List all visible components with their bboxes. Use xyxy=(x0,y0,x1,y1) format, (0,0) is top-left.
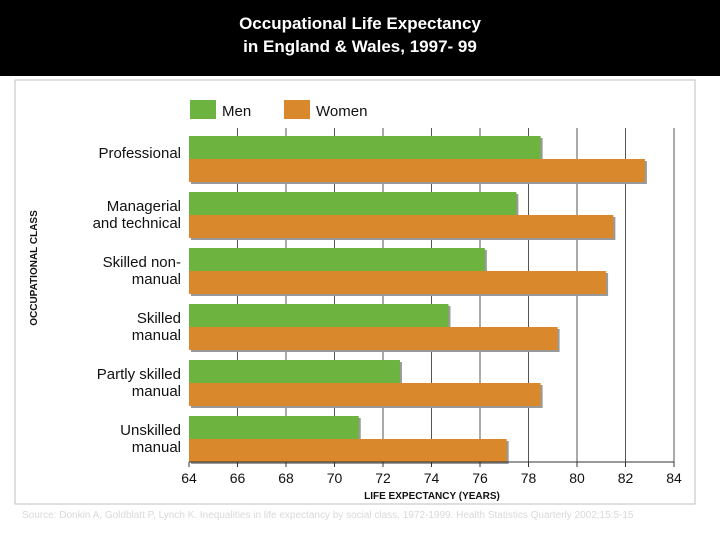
category-label: Skilled non- xyxy=(103,254,181,271)
bar-women xyxy=(189,271,607,294)
legend-label-men: Men xyxy=(222,103,251,120)
category-label: Skilled xyxy=(137,310,181,327)
page-title: Occupational Life Expectancy in England … xyxy=(0,12,720,58)
category-label: manual xyxy=(132,383,181,400)
x-tick-label: 80 xyxy=(569,470,585,486)
bar-men xyxy=(189,192,517,215)
legend-swatch-men xyxy=(190,100,216,119)
category-label: Unskilled xyxy=(120,422,181,439)
x-tick-label: 70 xyxy=(327,470,343,486)
title-line-2: in England & Wales, 1997- 99 xyxy=(243,37,477,56)
bar-men xyxy=(189,416,359,439)
legend-swatch-women xyxy=(284,100,310,119)
category-label: and technical xyxy=(93,215,181,232)
category-label: manual xyxy=(132,327,181,344)
x-tick-label: 78 xyxy=(521,470,537,486)
bar-men xyxy=(189,248,485,271)
x-tick-label: 76 xyxy=(472,470,488,486)
bar-women xyxy=(189,383,541,406)
bar-women xyxy=(189,215,614,238)
bar-women xyxy=(189,439,507,462)
title-line-1: Occupational Life Expectancy xyxy=(239,14,481,33)
source-citation: Source: Donkin A, Goldblatt P, Lynch K. … xyxy=(22,510,634,521)
legend-label-women: Women xyxy=(316,103,367,120)
x-tick-label: 82 xyxy=(618,470,634,486)
bar-men xyxy=(189,136,541,159)
x-tick-label: 68 xyxy=(278,470,294,486)
category-label: manual xyxy=(132,439,181,456)
x-tick-label: 66 xyxy=(230,470,246,486)
x-axis-title: LIFE EXPECTANCY (YEARS) xyxy=(364,491,500,502)
bar-women xyxy=(189,159,645,182)
x-tick-label: 64 xyxy=(181,470,197,486)
bar-women xyxy=(189,327,558,350)
x-tick-label: 72 xyxy=(375,470,391,486)
plot-frame xyxy=(14,79,696,505)
category-label: Managerial xyxy=(107,198,181,215)
category-label: manual xyxy=(132,271,181,288)
bar-men xyxy=(189,360,400,383)
category-label: Partly skilled xyxy=(97,366,181,383)
category-label: Professional xyxy=(98,145,181,162)
x-tick-label: 84 xyxy=(666,470,682,486)
x-tick-label: 74 xyxy=(424,470,440,486)
bar-men xyxy=(189,304,449,327)
y-axis-title: OCCUPATIONAL CLASS xyxy=(29,210,40,326)
